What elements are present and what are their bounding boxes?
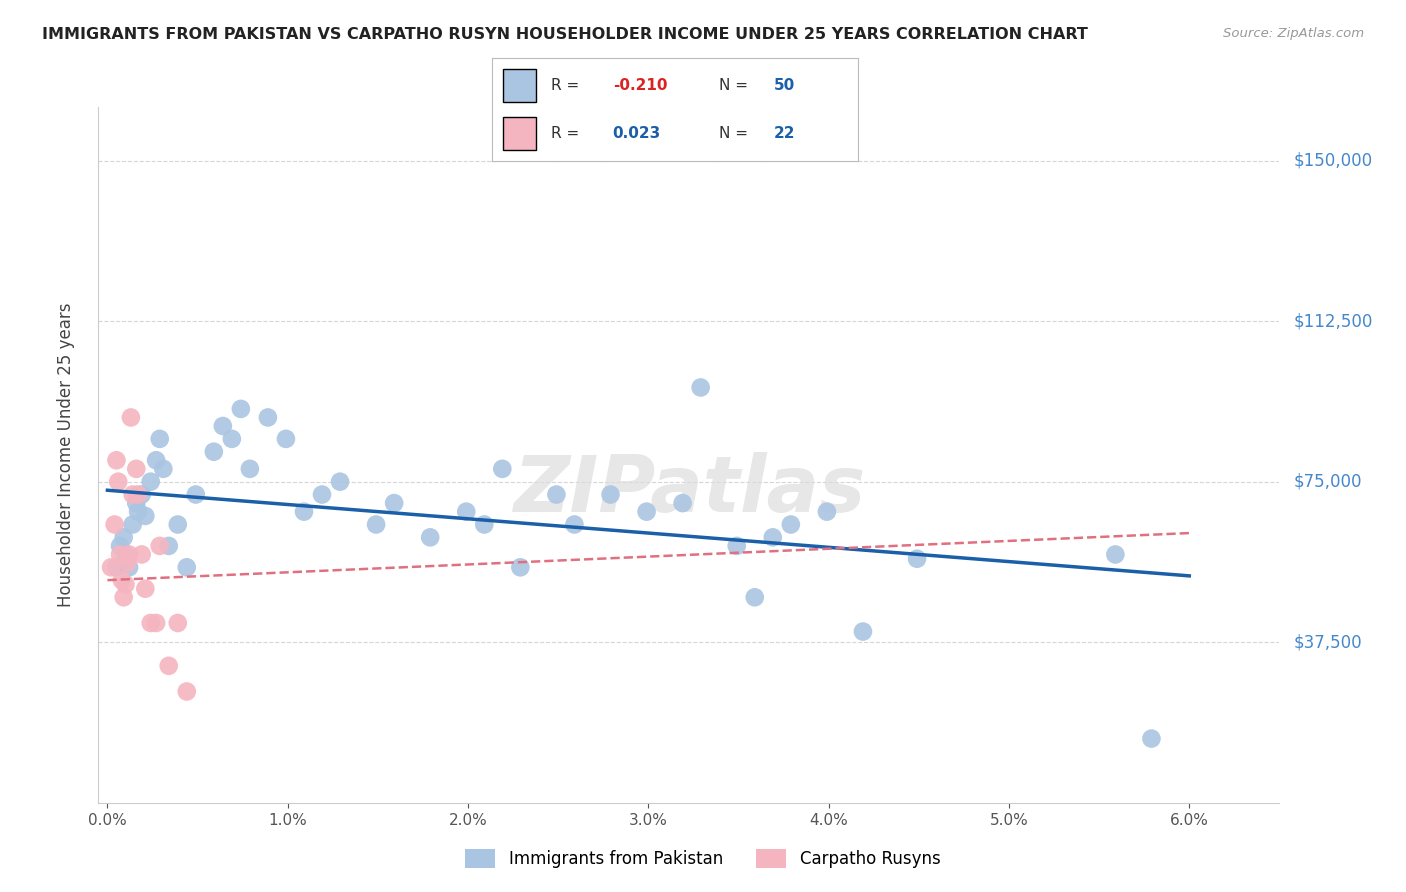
Point xyxy=(121,487,143,501)
Point xyxy=(329,475,352,489)
FancyBboxPatch shape xyxy=(503,70,536,102)
Point xyxy=(257,410,280,425)
Text: IMMIGRANTS FROM PAKISTAN VS CARPATHO RUSYN HOUSEHOLDER INCOME UNDER 25 YEARS COR: IMMIGRANTS FROM PAKISTAN VS CARPATHO RUS… xyxy=(42,27,1088,42)
Text: 0.023: 0.023 xyxy=(613,127,661,142)
Point xyxy=(725,539,748,553)
Point xyxy=(100,560,122,574)
Point xyxy=(779,517,801,532)
Text: ZIPatlas: ZIPatlas xyxy=(513,451,865,528)
Point xyxy=(382,496,405,510)
Text: $37,500: $37,500 xyxy=(1294,633,1362,651)
Point xyxy=(166,615,188,630)
Point xyxy=(125,462,148,476)
Point xyxy=(762,530,785,544)
Point xyxy=(114,577,136,591)
Point xyxy=(815,505,838,519)
Point xyxy=(117,556,139,570)
Point xyxy=(139,615,162,630)
Point xyxy=(176,684,198,698)
Point xyxy=(852,624,875,639)
Point xyxy=(292,505,315,519)
Point xyxy=(145,615,167,630)
Text: 50: 50 xyxy=(773,78,794,93)
Point xyxy=(152,462,174,476)
Point xyxy=(1104,548,1126,562)
Point xyxy=(118,560,141,574)
Text: $112,500: $112,500 xyxy=(1294,312,1372,330)
Text: N =: N = xyxy=(718,127,752,142)
Point xyxy=(107,475,129,489)
Point xyxy=(131,548,153,562)
Point xyxy=(456,505,478,519)
Point xyxy=(121,517,143,532)
Point xyxy=(149,539,172,553)
Point xyxy=(211,419,233,434)
Point xyxy=(689,380,711,394)
Point xyxy=(118,548,141,562)
Point xyxy=(221,432,243,446)
Point xyxy=(311,487,333,501)
Point xyxy=(139,475,162,489)
Legend: Immigrants from Pakistan, Carpatho Rusyns: Immigrants from Pakistan, Carpatho Rusyn… xyxy=(458,842,948,875)
Point xyxy=(176,560,198,574)
Point xyxy=(125,496,148,510)
Point xyxy=(546,487,568,501)
Text: R =: R = xyxy=(551,78,583,93)
Y-axis label: Householder Income Under 25 years: Householder Income Under 25 years xyxy=(56,302,75,607)
Point xyxy=(274,432,297,446)
Point xyxy=(104,517,127,532)
Point xyxy=(491,462,513,476)
Point xyxy=(108,539,131,553)
Point xyxy=(905,551,928,566)
Point xyxy=(202,444,225,458)
Point xyxy=(145,453,167,467)
Point xyxy=(134,508,156,523)
Point xyxy=(114,548,136,562)
Point xyxy=(127,487,149,501)
Point xyxy=(108,548,131,562)
FancyBboxPatch shape xyxy=(503,118,536,150)
Point xyxy=(1140,731,1163,746)
Point xyxy=(672,496,695,510)
Text: $150,000: $150,000 xyxy=(1294,152,1372,169)
Point xyxy=(105,453,128,467)
Point xyxy=(157,658,180,673)
Point xyxy=(599,487,621,501)
Text: R =: R = xyxy=(551,127,583,142)
Text: 22: 22 xyxy=(773,127,794,142)
Point xyxy=(419,530,441,544)
Point xyxy=(184,487,207,501)
Point xyxy=(636,505,658,519)
Point xyxy=(127,505,149,519)
Point xyxy=(166,517,188,532)
Point xyxy=(111,573,134,587)
Point xyxy=(564,517,586,532)
Point xyxy=(120,410,142,425)
Point xyxy=(112,591,135,605)
Text: N =: N = xyxy=(718,78,752,93)
Point xyxy=(105,560,128,574)
Point xyxy=(472,517,495,532)
Point xyxy=(229,401,252,416)
Point xyxy=(149,432,172,446)
Text: Source: ZipAtlas.com: Source: ZipAtlas.com xyxy=(1223,27,1364,40)
Text: -0.210: -0.210 xyxy=(613,78,668,93)
Point xyxy=(239,462,262,476)
Point xyxy=(112,530,135,544)
Point xyxy=(131,487,153,501)
Point xyxy=(744,591,766,605)
Point xyxy=(134,582,156,596)
Point xyxy=(364,517,387,532)
Point xyxy=(157,539,180,553)
Text: $75,000: $75,000 xyxy=(1294,473,1362,491)
Point xyxy=(509,560,531,574)
